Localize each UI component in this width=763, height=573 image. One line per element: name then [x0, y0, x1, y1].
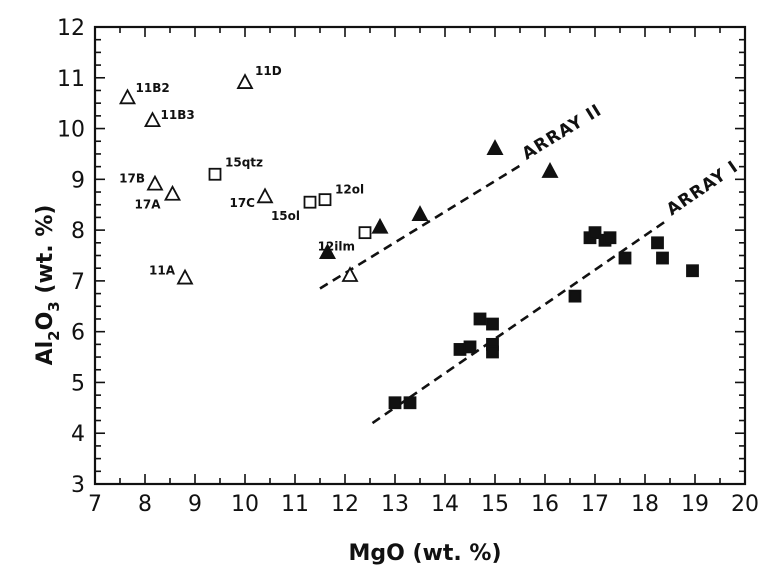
filled-square-point — [651, 236, 664, 250]
open-triangle-point — [118, 88, 137, 105]
x-tick-label: 18 — [631, 492, 659, 517]
filled-square-point — [588, 226, 602, 240]
x-tick-label: 9 — [188, 492, 202, 517]
y-axis-title: Al2O3 (wt. %) — [33, 205, 63, 366]
filled-square-point — [568, 289, 582, 303]
x-tick-label: 17 — [581, 492, 609, 517]
axis-ticks: 7 8 9 10 11 12 13 14 15 16 17 18 19 20 3 4 5 6 7 8 9 10 11 12 — [57, 16, 759, 517]
point-label: 12ilm — [318, 240, 355, 254]
filled-square-point — [486, 345, 499, 359]
x-axis-title: MgO (wt. %) — [348, 541, 501, 566]
array-line — [371, 218, 669, 425]
x-tick-label: 16 — [531, 492, 559, 517]
y-tick-label: 3 — [71, 473, 85, 498]
plot-axes — [93, 25, 747, 486]
array-label: ARRAY I — [663, 157, 742, 220]
x-tick-label: 11 — [281, 492, 309, 517]
array-lines: ARRAY II ARRAY I — [319, 100, 742, 425]
open-square-point — [358, 226, 372, 240]
data-points — [118, 73, 699, 410]
x-tick-label: 14 — [431, 492, 459, 517]
point-label: 11B2 — [136, 81, 170, 95]
open-triangle-point — [143, 111, 162, 128]
point-label: 15qtz — [225, 155, 263, 169]
plot-frame — [93, 25, 747, 486]
point-label: 11A — [149, 263, 176, 277]
x-tick-label: 19 — [681, 492, 709, 517]
y-tick-label: 11 — [57, 67, 85, 92]
filled-square-point — [473, 312, 487, 326]
filled-square-point — [618, 251, 632, 265]
filled-triangle-point — [541, 162, 559, 178]
point-labels: 11B2 11B3 11D 17B 17A 17C 11A 15qtz 15ol 12ol 12il… — [119, 64, 364, 277]
x-tick-label: 7 — [88, 492, 102, 517]
y-tick-label: 4 — [71, 422, 85, 447]
open-triangle-point — [146, 174, 164, 191]
open-triangle-point — [176, 268, 194, 285]
point-label: 17C — [229, 196, 255, 210]
filled-triangle-point — [486, 139, 504, 155]
x-tick-label: 13 — [381, 492, 409, 517]
x-tick-label: 15 — [481, 492, 509, 517]
point-label: 15ol — [271, 209, 300, 223]
open-square-point — [208, 167, 222, 181]
point-label: 12ol — [335, 183, 364, 197]
y-tick-label: 10 — [57, 118, 85, 143]
open-triangle-point — [236, 73, 254, 89]
open-triangle-point — [341, 266, 359, 282]
x-tick-label: 8 — [138, 492, 152, 517]
filled-square-point — [686, 264, 699, 278]
y-tick-label: 8 — [71, 219, 85, 244]
x-tick-label: 12 — [331, 492, 359, 517]
x-tick-label: 20 — [731, 492, 759, 517]
y-tick-label: 7 — [71, 270, 85, 295]
y-tick-label: 12 — [57, 16, 85, 41]
point-label: 17B — [119, 171, 145, 185]
point-label: 11B3 — [161, 108, 195, 122]
filled-triangle-point — [318, 243, 337, 260]
y-tick-label: 6 — [71, 321, 85, 346]
y-tick-label: 9 — [71, 168, 85, 193]
filled-triangle-point — [371, 217, 389, 234]
point-label: 11D — [255, 64, 282, 78]
open-triangle-point — [256, 187, 274, 204]
filled-square-point — [486, 317, 499, 331]
point-label: 17A — [135, 198, 162, 212]
filled-square-point — [463, 340, 477, 354]
y-tick-label: 5 — [71, 371, 85, 396]
filled-square-point — [403, 396, 417, 410]
open-square-point — [318, 193, 332, 207]
filled-square-point — [656, 251, 669, 265]
open-square-point — [303, 195, 317, 209]
filled-square-point — [603, 231, 617, 245]
array-label: ARRAY II — [519, 100, 606, 164]
array-line — [319, 162, 524, 290]
filled-triangle-point — [411, 205, 429, 221]
filled-square-point — [388, 396, 402, 410]
open-triangle-point — [163, 184, 182, 201]
x-tick-label: 10 — [231, 492, 259, 517]
